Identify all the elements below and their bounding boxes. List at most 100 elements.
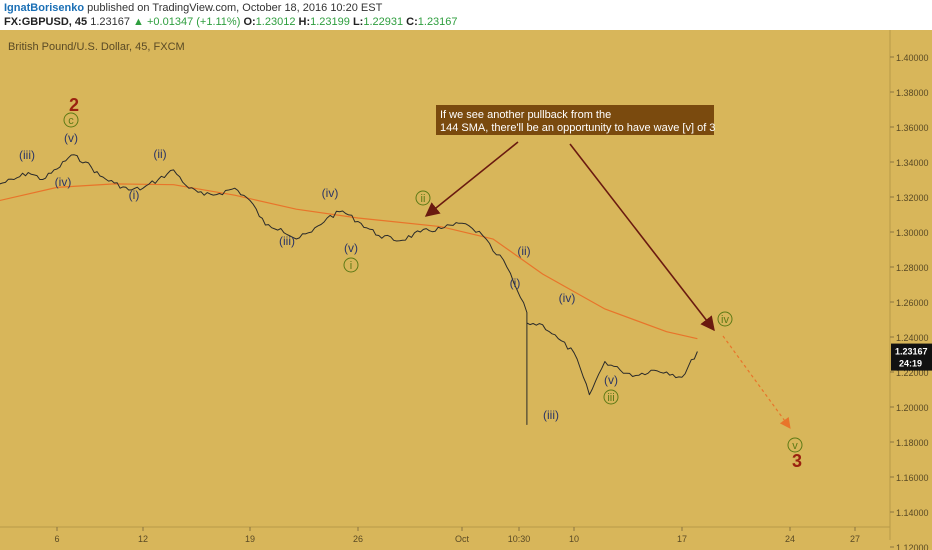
price-tick-label: 1.30000 [896,228,929,238]
wave-label: (iii) [279,234,295,248]
wave-label: 2 [69,95,79,115]
last-price: 1.23167 [90,16,130,28]
wave-label-text: (iii) [543,408,559,422]
wave-label: iii [603,389,619,405]
wave-label-text: (i) [129,188,140,202]
wave-label-text: 3 [792,451,802,471]
wave-label-text: (v) [344,241,358,255]
wave-label-text: (ii) [153,147,166,161]
price-tick-label: 1.28000 [896,263,929,273]
open-value: 1.23012 [255,16,296,28]
price-tick-label: 1.40000 [896,53,929,63]
wave-label: i [343,257,359,273]
wave-label-text: (iii) [19,148,35,162]
annotation-text: 144 SMA, there'll be an opportunity to h… [440,122,715,134]
wave-label: iv [717,311,733,327]
close-label: C: [406,16,418,28]
wave-label: v [787,437,803,453]
time-tick-label: Oct [455,534,470,544]
wave-label: (ii) [153,147,166,161]
price-tick-label: 1.26000 [896,298,929,308]
annotation-box [436,105,714,135]
wave-label: (ii) [517,244,530,258]
price-tick-label: 1.18000 [896,438,929,448]
publish-info: published on TradingView.com, October 18… [87,2,383,14]
last-price-value: 1.23167 [895,347,928,357]
price-tick-label: 1.32000 [896,193,929,203]
wave-labels-layer: 2c(v)(iii)(iv)(i)(ii)(iii)(iv)(v)iii(i)(… [19,95,803,471]
arrow-to-iv [569,143,715,332]
wave-label: (iv) [559,291,576,305]
wave-label-text: i [350,260,352,272]
time-tick-label: 19 [245,534,255,544]
close-value: 1.23167 [417,16,458,28]
wave-label-text: 2 [69,95,79,115]
wave-label-text: (ii) [517,244,530,258]
price-tick-label: 1.16000 [896,473,929,483]
wave-label: (iv) [322,186,339,200]
price-chart[interactable]: British Pound/U.S. Dollar, 45, FXCM If w… [0,30,932,550]
high-value: 1.23199 [310,16,350,28]
annotation-text: If we see another pullback from the [440,109,611,121]
wave-label: (iv) [55,175,72,189]
time-tick-label: 27 [850,534,860,544]
price-tick-label: 1.20000 [896,403,929,413]
wave-label: ii [415,190,431,206]
low-value: 1.22931 [363,16,404,28]
wave-label: (v) [344,241,358,255]
time-axis[interactable]: 6 12 19 26 Oct 10:30 10 17 24 27 [0,526,890,544]
sma-144-line [0,183,698,340]
wave-label-text: (iii) [279,234,295,248]
symbol-line: FX:GBPUSD, 45 1.23167 ▲ +0.01347 (+1.11%… [4,16,458,28]
wave-label: 3 [792,451,802,471]
time-tick-label: 6 [54,534,59,544]
author-link[interactable]: IgnatBorisenko [4,2,85,14]
time-tick-label: 10 [569,534,579,544]
time-tick-label: 12 [138,534,148,544]
wave-label: (iii) [19,148,35,162]
wave-label-text: (iv) [322,186,339,200]
price-tick-label: 1.24000 [896,333,929,343]
wave-label: (v) [604,373,618,387]
price-tick-label: 1.36000 [896,123,929,133]
symbol-interval: 45 [74,16,88,28]
wave-label-text: (iv) [55,175,72,189]
price-tick-label: 1.38000 [896,88,929,98]
price-tick-label: 1.34000 [896,158,929,168]
symbol-name: FX:GBPUSD [4,16,69,28]
wave-label-circle [343,257,359,273]
time-tick-label: 26 [353,534,363,544]
wave-label-text: (v) [604,373,618,387]
sma-144-layer [0,183,698,340]
publish-line: IgnatBorisenko published on TradingView.… [4,2,382,14]
projection-arrow [722,335,791,429]
price-line [0,154,698,425]
wave-label: c [63,112,79,128]
last-price-tag [891,343,932,371]
time-tick-label: 10:30 [508,534,531,544]
price-tick-label: 1.12000 [896,543,929,550]
price-tick-label: 1.22000 [896,368,929,378]
price-tick-label: 1.14000 [896,508,929,518]
wave-label: (iii) [543,408,559,422]
time-tick-label: 24 [785,534,795,544]
wave-label-text: (iv) [559,291,576,305]
chart-title: British Pound/U.S. Dollar, 45, FXCM [8,41,185,53]
price-axis[interactable]: 1.40000 1.38000 1.36000 1.34000 1.32000 1.300… [889,30,932,550]
open-label: O: [243,16,256,28]
wave-label-text: (i) [510,276,521,290]
wave-label-text: ii [421,193,426,205]
wave-label: (v) [64,131,78,145]
chart-header: IgnatBorisenko published on TradingView.… [0,0,932,31]
wave-label-circle [717,311,733,327]
low-label: L: [352,16,364,28]
wave-label-circle [603,389,619,405]
wave-label-circle [415,190,431,206]
time-tick-label: 17 [677,534,687,544]
price-layer [0,154,698,425]
wave-label-text: c [68,115,74,127]
arrow-to-ii [424,141,519,217]
wave-label-circle [63,112,79,128]
wave-label-text: iv [721,314,729,326]
